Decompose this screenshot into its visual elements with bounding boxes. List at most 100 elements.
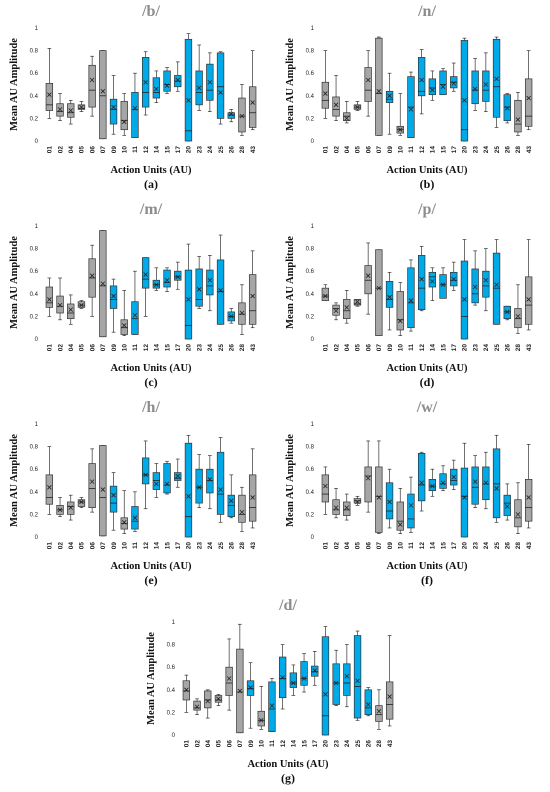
box-04 xyxy=(67,99,75,125)
x-axis-label: Action Units (AU) xyxy=(110,561,192,572)
box-07 xyxy=(375,36,383,136)
mean-marker xyxy=(250,293,255,299)
box-07 xyxy=(375,440,383,534)
x-tick-label: 25 xyxy=(218,146,225,154)
y-axis-label: Mean AU Amplitude xyxy=(285,236,296,329)
x-tick-label: 23 xyxy=(333,740,340,748)
x-tick-label: 12 xyxy=(143,344,150,352)
box-07 xyxy=(99,230,107,338)
mean-marker xyxy=(57,302,63,308)
box-body xyxy=(206,468,214,494)
box-09 xyxy=(109,472,118,531)
mean-marker xyxy=(111,293,116,299)
x-tick-label: 04 xyxy=(68,344,75,352)
y-tick-label: 0.4 xyxy=(306,292,315,298)
box-02 xyxy=(56,277,64,321)
x-tick-label: 17 xyxy=(451,542,458,550)
x-tick-label: 07 xyxy=(100,146,107,154)
y-axis-label: Mean AU Amplitude xyxy=(9,38,20,131)
x-tick-label: 25 xyxy=(218,344,225,352)
mean-marker xyxy=(100,88,106,94)
box-body xyxy=(417,453,426,502)
box-10 xyxy=(120,290,128,336)
box-43 xyxy=(248,448,257,529)
y-tick-label: 1 xyxy=(311,422,315,428)
y-tick-label: 0.8 xyxy=(30,49,39,55)
box-06 xyxy=(364,242,372,315)
box-26 xyxy=(227,109,235,123)
mean-marker xyxy=(387,93,392,99)
box-12 xyxy=(141,257,150,317)
x-tick-label: 23 xyxy=(472,542,479,550)
mean-marker xyxy=(515,512,521,517)
mean-marker xyxy=(494,76,499,82)
box-body xyxy=(184,269,193,340)
box-body xyxy=(99,50,107,140)
x-tick-label: 24 xyxy=(207,542,214,550)
x-tick-label: 14 xyxy=(154,344,161,352)
x-tick-label: 17 xyxy=(451,146,458,154)
mean-marker xyxy=(205,698,211,704)
box-body xyxy=(227,494,235,518)
mean-marker xyxy=(196,85,202,91)
mean-marker xyxy=(154,86,159,92)
x-tick-label: 01 xyxy=(184,740,191,748)
x-tick-label: 09 xyxy=(387,146,394,154)
box-body xyxy=(321,81,330,109)
box-24 xyxy=(206,52,214,112)
box-09 xyxy=(246,662,255,729)
mean-marker xyxy=(143,272,148,277)
x-axis-label: Action Units (AU) xyxy=(110,363,192,374)
box-20 xyxy=(184,33,193,142)
x-tick-label: 17 xyxy=(312,740,319,748)
mean-marker xyxy=(239,310,245,316)
box-23 xyxy=(471,250,479,306)
mean-marker xyxy=(355,499,360,505)
mean-marker xyxy=(186,98,191,103)
box-body xyxy=(343,501,351,516)
mean-marker xyxy=(472,86,478,92)
x-tick-label: 11 xyxy=(269,740,276,747)
y-tick-label: 0.2 xyxy=(167,710,176,716)
mean-marker xyxy=(515,117,521,122)
mean-marker xyxy=(323,483,328,489)
x-tick-label: 10 xyxy=(121,344,128,352)
mean-marker xyxy=(387,694,392,699)
chart-panel-b: /b/0 0.2 0.4 0.6 0.8 1 Mean AU Amplitude 01 02 04… xyxy=(4,0,272,196)
box-25 xyxy=(216,51,225,125)
box-body xyxy=(45,83,54,111)
box-12 xyxy=(278,644,287,710)
x-tick-label: 09 xyxy=(387,344,394,352)
box-09 xyxy=(385,72,394,135)
mean-marker xyxy=(408,298,414,303)
mean-marker xyxy=(250,495,255,500)
box-05 xyxy=(77,497,86,508)
box-10 xyxy=(396,93,404,136)
box-14 xyxy=(152,70,161,103)
x-tick-label: 05 xyxy=(355,542,362,550)
x-tick-label: 12 xyxy=(419,344,426,352)
box-body xyxy=(289,672,298,688)
box-17 xyxy=(450,459,458,490)
x-tick-label: 09 xyxy=(111,542,118,550)
x-tick-label: 14 xyxy=(154,542,161,550)
x-tick-label: 15 xyxy=(164,146,171,154)
box-body xyxy=(109,98,118,125)
x-tick-label: 20 xyxy=(323,740,330,748)
box-14 xyxy=(428,267,437,301)
x-tick-label: 07 xyxy=(100,344,107,352)
y-tick-label: 0.4 xyxy=(167,688,176,694)
box-43 xyxy=(524,239,533,331)
box-body xyxy=(120,319,128,335)
mean-marker xyxy=(239,113,245,119)
x-tick-label: 04 xyxy=(205,740,212,748)
box-body xyxy=(375,705,383,722)
box-43 xyxy=(524,443,533,529)
box-02 xyxy=(193,698,201,716)
chart-title: /n/ xyxy=(417,3,436,20)
x-tick-label: 12 xyxy=(419,542,426,550)
mean-marker xyxy=(47,484,52,490)
mean-marker xyxy=(121,119,127,125)
box-15 xyxy=(163,460,171,495)
mean-marker xyxy=(312,668,318,673)
